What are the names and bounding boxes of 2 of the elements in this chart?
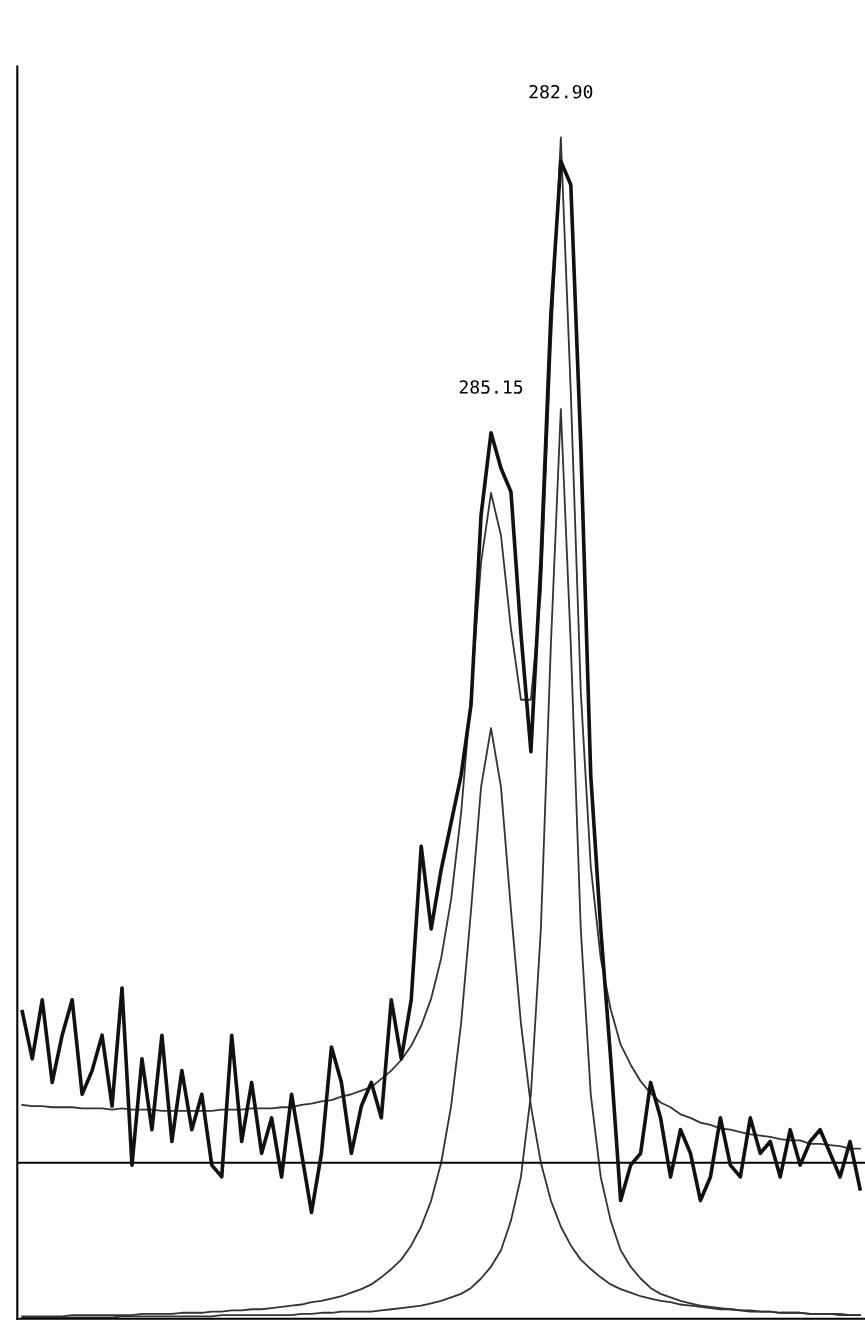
text: 282.90 xyxy=(529,84,593,99)
annotation: 285.15 xyxy=(459,380,523,394)
